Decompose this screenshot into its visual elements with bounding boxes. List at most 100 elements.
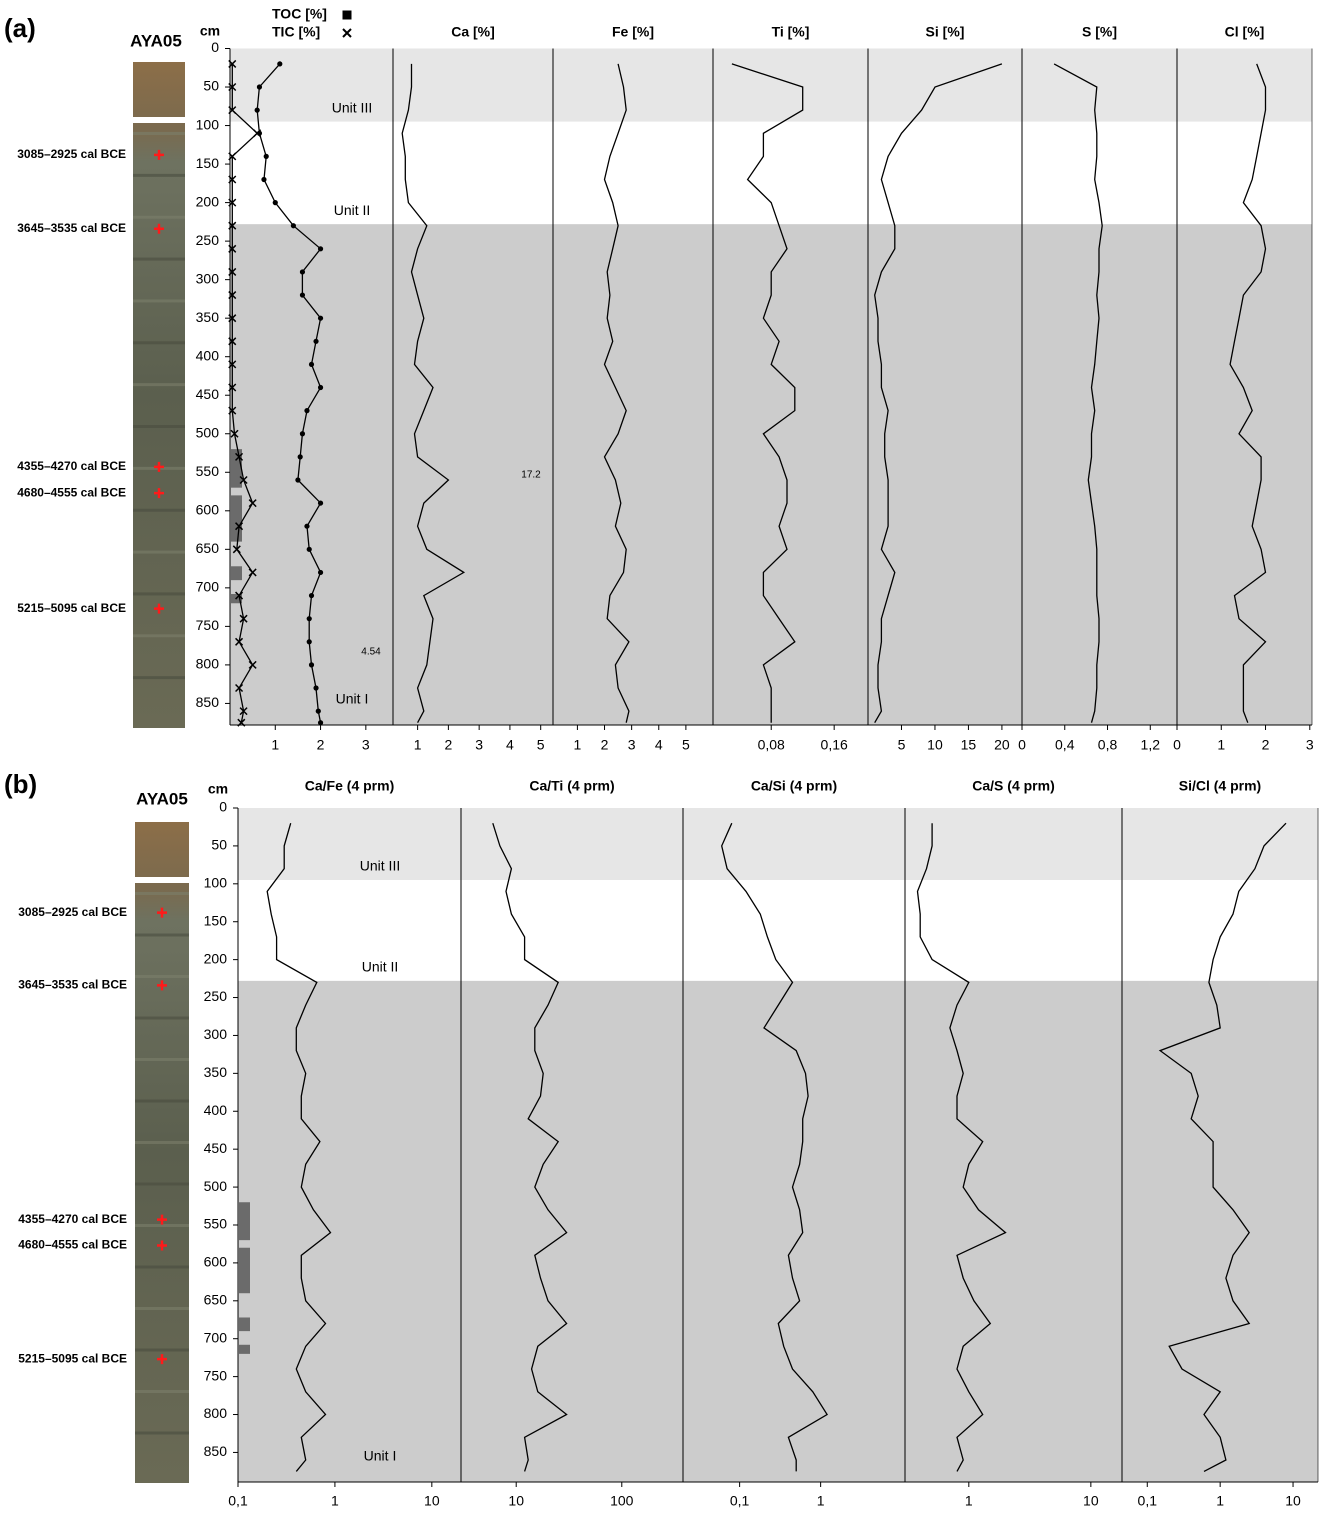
core-streak bbox=[133, 550, 185, 554]
panel-label: (a) bbox=[4, 13, 36, 43]
series-line bbox=[401, 63, 466, 724]
tic-marker bbox=[235, 522, 244, 531]
x-tick-label: 100 bbox=[610, 1493, 634, 1509]
y-tick-label: 550 bbox=[196, 463, 220, 479]
series-line bbox=[266, 823, 332, 1472]
x-tick-label: 1,2 bbox=[1141, 737, 1161, 753]
legend-label: TIC [%] bbox=[272, 24, 320, 40]
toc-marker bbox=[297, 454, 303, 460]
series-line bbox=[1229, 63, 1267, 723]
unit-label: Unit II bbox=[362, 959, 399, 975]
series-line bbox=[231, 63, 259, 723]
core-streak bbox=[135, 1265, 189, 1269]
y-tick-label: 250 bbox=[196, 232, 220, 248]
y-tick-label: 200 bbox=[196, 193, 220, 209]
depth-unit: cm bbox=[200, 23, 220, 39]
toc-marker bbox=[306, 616, 312, 622]
panel-label: (b) bbox=[4, 769, 37, 799]
toc-marker bbox=[308, 662, 315, 668]
x-tick-label: 10 bbox=[508, 1493, 524, 1509]
tic-marker bbox=[228, 59, 237, 68]
tic-marker bbox=[228, 221, 237, 230]
unit-label: Unit III bbox=[332, 99, 372, 115]
core-streak bbox=[133, 425, 185, 428]
x-tick-label: 0,1 bbox=[730, 1493, 750, 1509]
y-tick-label: 50 bbox=[203, 78, 219, 94]
toc-marker bbox=[306, 546, 312, 552]
unit-label: Unit III bbox=[360, 858, 400, 874]
core-streak bbox=[135, 1141, 189, 1144]
track-title: Ca/Fe (4 prm) bbox=[305, 778, 394, 794]
y-tick-label: 500 bbox=[196, 424, 220, 440]
series-line bbox=[721, 822, 829, 1472]
x-tick-label: 2 bbox=[444, 737, 452, 753]
unit-label: Unit I bbox=[364, 1448, 397, 1464]
core-streak bbox=[135, 1182, 189, 1186]
x-tick-label: 15 bbox=[961, 737, 977, 753]
x-tick-label: 2 bbox=[1262, 737, 1270, 753]
legend-marker bbox=[342, 28, 352, 38]
x-tick-label: 1 bbox=[331, 1493, 339, 1509]
track-title: Si/Cl (4 prm) bbox=[1179, 778, 1261, 794]
core-streak bbox=[133, 383, 185, 387]
date-label: 4680–4555 cal BCE bbox=[17, 485, 126, 499]
y-tick-label: 250 bbox=[204, 988, 228, 1004]
x-tick-label: 5 bbox=[537, 737, 545, 753]
x-tick-label: 3 bbox=[628, 737, 636, 753]
toc-marker bbox=[299, 292, 306, 298]
tic-marker bbox=[228, 267, 237, 276]
toc-marker bbox=[256, 84, 263, 90]
tic-marker bbox=[248, 499, 257, 508]
unit-band bbox=[230, 48, 1312, 122]
x-tick-label: 5 bbox=[682, 737, 690, 753]
y-tick-label: 400 bbox=[196, 347, 220, 363]
y-tick-label: 650 bbox=[196, 540, 220, 556]
x-tick-label: 0,08 bbox=[758, 737, 785, 753]
core-streak bbox=[135, 933, 189, 937]
toc-marker bbox=[317, 500, 324, 506]
toc-marker bbox=[261, 176, 267, 183]
x-tick-label: 2 bbox=[601, 737, 609, 753]
tic-marker bbox=[235, 452, 244, 461]
y-tick-label: 850 bbox=[196, 694, 220, 710]
toc-marker bbox=[306, 639, 312, 645]
tic-marker bbox=[228, 360, 237, 369]
series-line bbox=[1053, 63, 1103, 723]
core-streak bbox=[133, 215, 185, 219]
date-marker bbox=[154, 461, 164, 472]
toc-marker bbox=[295, 477, 301, 483]
series-line bbox=[731, 63, 804, 723]
core-streak bbox=[135, 1099, 189, 1103]
tic-marker bbox=[239, 614, 248, 623]
tic-marker bbox=[235, 637, 244, 646]
x-tick-label: 1 bbox=[574, 737, 582, 753]
tic-marker bbox=[237, 718, 246, 727]
y-tick-label: 200 bbox=[204, 950, 228, 966]
tic-marker bbox=[228, 383, 237, 392]
event-layer bbox=[231, 495, 242, 542]
tic-marker bbox=[253, 129, 262, 138]
y-tick-label: 500 bbox=[204, 1178, 228, 1194]
toc-marker bbox=[313, 338, 319, 344]
y-tick-label: 650 bbox=[204, 1292, 228, 1308]
toc-marker bbox=[254, 107, 260, 113]
tic-marker bbox=[228, 175, 237, 184]
core-label: AYA05 bbox=[136, 789, 188, 808]
y-tick-label: 150 bbox=[204, 912, 228, 928]
y-tick-label: 800 bbox=[196, 656, 220, 672]
toc-marker bbox=[315, 708, 321, 714]
y-tick-label: 100 bbox=[196, 116, 220, 132]
y-tick-label: 450 bbox=[196, 386, 220, 402]
event-layer bbox=[239, 1317, 250, 1332]
date-marker bbox=[157, 907, 167, 918]
x-tick-label: 0,16 bbox=[821, 737, 848, 753]
core-streak bbox=[133, 341, 185, 345]
toc-marker bbox=[304, 408, 310, 414]
series-line bbox=[603, 63, 630, 723]
panel: (b) AYA05 cm Unit III Unit II Unit I 3085–2925… bbox=[4, 769, 1319, 1509]
x-tick-label: 0 bbox=[1173, 737, 1181, 753]
tic-marker bbox=[235, 683, 244, 693]
core-gap bbox=[133, 117, 185, 123]
core-streak bbox=[133, 257, 185, 261]
core-streak bbox=[133, 299, 185, 303]
